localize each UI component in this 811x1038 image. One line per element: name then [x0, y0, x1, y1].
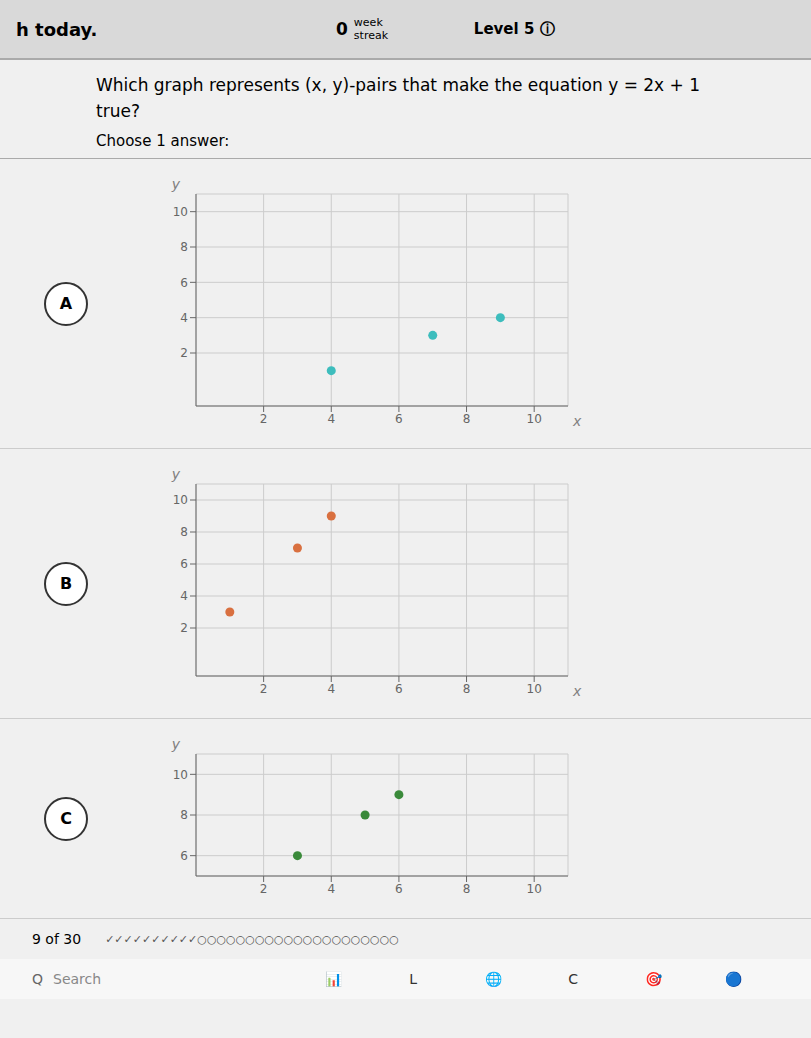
svg-text:6: 6 [180, 275, 188, 289]
svg-text:6: 6 [395, 681, 403, 695]
svg-text:10: 10 [173, 493, 188, 507]
svg-text:8: 8 [463, 681, 471, 695]
svg-text:6: 6 [395, 881, 403, 895]
svg-text:2: 2 [260, 681, 268, 695]
svg-text:y: y [171, 466, 181, 482]
svg-text:10: 10 [527, 881, 542, 895]
html-text:h today.: h today. [16, 18, 98, 40]
svg-text:y: y [171, 176, 181, 192]
svg-text:6: 6 [180, 848, 188, 862]
svg-text:x: x [572, 412, 582, 428]
html-text:streak: streak [353, 29, 388, 42]
html-text:C: C [60, 809, 72, 828]
html-text:Q: Q [32, 971, 43, 987]
html-text:9 of 30: 9 of 30 [32, 931, 82, 947]
svg-text:8: 8 [180, 808, 188, 822]
svg-text:4: 4 [180, 310, 188, 324]
svg-text:8: 8 [463, 411, 471, 425]
html-text:B: B [59, 574, 73, 593]
html-text:L: L [409, 971, 417, 987]
svg-text:8: 8 [180, 525, 188, 539]
svg-text:2: 2 [260, 881, 268, 895]
html-text:Which graph represents (x, y)-: Which graph represents (x, y)-pairs that… [96, 75, 700, 121]
svg-text:6: 6 [395, 411, 403, 425]
svg-text:8: 8 [180, 240, 188, 254]
svg-text:10: 10 [527, 411, 542, 425]
html-text:Search: Search [53, 971, 102, 987]
svg-text:4: 4 [180, 589, 188, 603]
svg-text:10: 10 [173, 204, 188, 218]
svg-text:4: 4 [327, 411, 335, 425]
html-text:0 week: 0 week [336, 16, 383, 39]
svg-text:10: 10 [527, 681, 542, 695]
svg-text:4: 4 [327, 881, 335, 895]
svg-text:2: 2 [180, 346, 188, 360]
html-text:Choose 1 answer:: Choose 1 answer: [96, 132, 230, 150]
html-text:A: A [59, 294, 73, 313]
svg-text:2: 2 [180, 621, 188, 635]
html-text:Level 5 ⓘ: Level 5 ⓘ [473, 19, 555, 38]
svg-text:4: 4 [327, 681, 335, 695]
html-text:C: C [568, 971, 578, 987]
svg-text:2: 2 [260, 411, 268, 425]
svg-text:8: 8 [463, 881, 471, 895]
svg-text:10: 10 [173, 767, 188, 781]
svg-text:6: 6 [180, 557, 188, 571]
svg-text:y: y [171, 736, 181, 752]
svg-text:x: x [572, 682, 582, 698]
